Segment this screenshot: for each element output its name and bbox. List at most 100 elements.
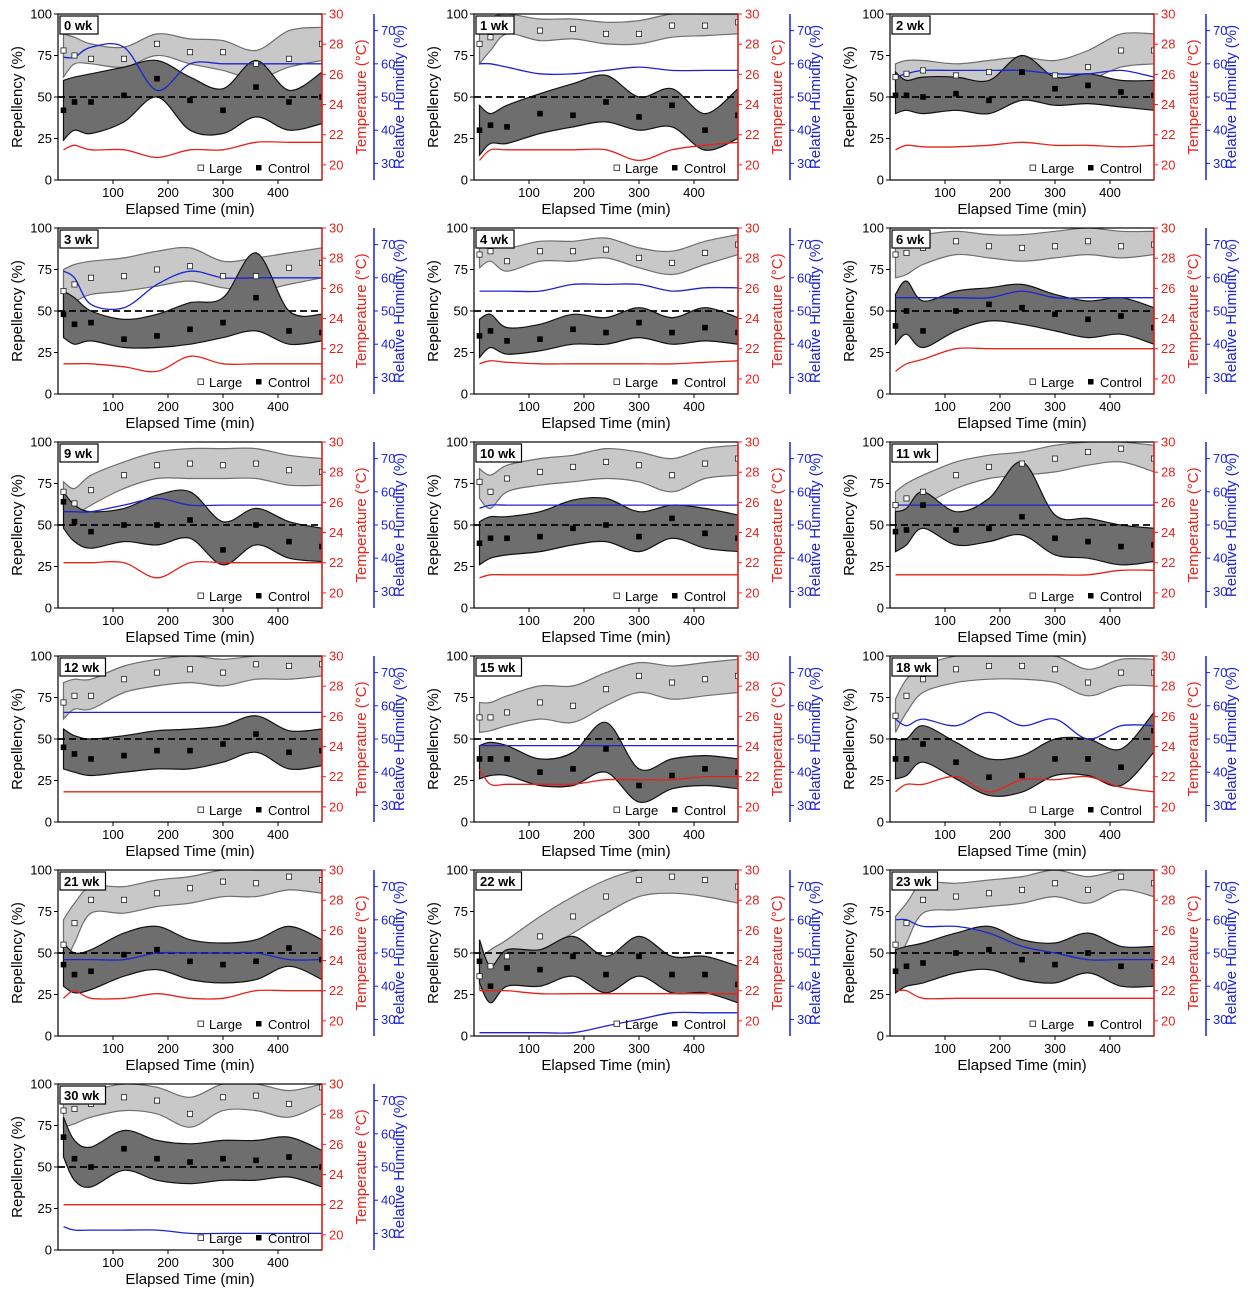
control-point	[504, 965, 510, 971]
control-point	[537, 966, 543, 973]
control-point	[735, 535, 738, 542]
large-band	[894, 228, 1154, 279]
humidity-axis-label: Relative Humidity (%)	[1223, 667, 1240, 811]
large-point	[903, 495, 910, 502]
humidity-axis-label: Relative Humidity (%)	[1223, 239, 1240, 383]
y-tick-label: 25	[38, 345, 52, 360]
large-point	[285, 1100, 292, 1107]
large-point	[1052, 455, 1059, 462]
temperature-line	[63, 141, 322, 159]
temperature-tick-label: 20	[1161, 371, 1175, 386]
large-point	[487, 714, 494, 721]
panel: 0 25 50 75 100 Repellency (%) 100 200 300 400 Elap…	[841, 7, 1240, 219]
control-point	[187, 326, 193, 333]
y-axis-label: Repellency (%)	[425, 260, 442, 362]
control-point	[319, 1164, 322, 1170]
control-point	[537, 533, 543, 540]
y-tick-label: 75	[38, 690, 52, 705]
temperature-tick-label: 28	[1161, 893, 1175, 908]
temperature-tick-label: 30	[745, 221, 759, 236]
large-point	[285, 662, 292, 669]
temperature-tick-label: 22	[745, 983, 759, 998]
x-tick-label: 200	[573, 399, 595, 414]
large-point	[1118, 445, 1125, 452]
temperature-axis-label: Temperature (°C)	[1185, 39, 1202, 154]
temperature-tick-label: 30	[1161, 435, 1175, 450]
plot-area	[58, 26, 322, 159]
control-point	[319, 956, 322, 963]
humidity-tick-label: 70	[1213, 237, 1227, 252]
temperature-tick-label: 20	[329, 1013, 343, 1028]
control-point	[903, 308, 910, 314]
temperature-tick-label: 30	[329, 221, 343, 236]
panel-label-box	[475, 229, 515, 249]
legend-large-label: Large	[625, 589, 658, 604]
control-point	[504, 535, 510, 542]
temperature-tick-label: 20	[1161, 1013, 1175, 1028]
panel: 0 25 50 75 100 Repellency (%) 100 200 300 400 Elap…	[425, 7, 824, 219]
temperature-tick-label: 20	[1161, 585, 1175, 600]
panel-label-box	[59, 657, 107, 677]
legend-large-label: Large	[1041, 589, 1074, 604]
humidity-axis-label: Relative Humidity (%)	[391, 239, 408, 383]
x-tick-label: 100	[102, 1041, 124, 1056]
control-point	[60, 311, 67, 318]
humidity-axis-label: Relative Humidity (%)	[807, 881, 824, 1025]
y-tick-label: 0	[877, 815, 884, 830]
legend-large-marker	[197, 164, 204, 171]
panel-label: 12 wk	[64, 660, 100, 675]
legend-large-marker	[1029, 806, 1036, 813]
temperature-tick-label: 20	[329, 585, 343, 600]
humidity-axis-label: Relative Humidity (%)	[807, 25, 824, 169]
humidity-line	[63, 270, 322, 311]
x-tick-label: 100	[518, 613, 540, 628]
plot-area	[890, 32, 1154, 151]
x-tick-label: 300	[628, 827, 650, 842]
large-point	[153, 669, 160, 676]
panel-label-box	[59, 1085, 107, 1105]
control-point	[88, 1164, 94, 1170]
temperature-tick-label: 26	[1161, 67, 1175, 82]
temperature-tick-label: 22	[1161, 341, 1175, 356]
large-point	[920, 676, 927, 683]
control-point	[319, 329, 322, 336]
panel-label-box	[891, 443, 939, 463]
legend-large-marker	[1029, 164, 1036, 171]
panel: 0 25 50 75 100 Repellency (%) 100 200 300 400 Elap…	[425, 649, 824, 861]
temperature-tick-label: 22	[745, 127, 759, 142]
legend-large-label: Large	[209, 1017, 242, 1032]
control-point	[735, 981, 738, 988]
temperature-axis-label: Temperature (°C)	[353, 681, 370, 796]
large-point	[71, 500, 78, 507]
legend-control-label: Control	[1100, 375, 1142, 390]
large-point	[476, 478, 483, 485]
x-tick-label: 300	[212, 399, 234, 414]
large-point	[892, 712, 899, 719]
legend-large-marker	[197, 1234, 204, 1241]
legend-large-label: Large	[209, 1231, 242, 1246]
control-point	[903, 527, 910, 533]
panel-label: 6 wk	[896, 232, 925, 247]
y-axis-label: Repellency (%)	[9, 260, 26, 362]
control-point	[220, 1155, 226, 1162]
y-tick-label: 25	[870, 131, 884, 146]
control-point	[253, 84, 259, 90]
temperature-tick-label: 26	[1161, 923, 1175, 938]
large-band	[478, 658, 738, 734]
y-tick-label: 25	[454, 345, 468, 360]
x-tick-label: 400	[1099, 399, 1121, 414]
humidity-tick-label: 40	[797, 123, 811, 138]
humidity-tick-label: 30	[381, 1226, 395, 1241]
x-tick-label: 300	[1044, 827, 1066, 842]
humidity-line	[479, 62, 738, 76]
y-tick-label: 50	[38, 946, 52, 961]
y-tick-label: 100	[30, 435, 52, 450]
panel: 0 25 50 75 100 Repellency (%) 100 200 300 400 Elap…	[841, 863, 1240, 1075]
large-point	[702, 460, 709, 467]
humidity-tick-label: 50	[1213, 304, 1227, 319]
control-point	[476, 127, 483, 133]
y-tick-label: 100	[862, 863, 884, 878]
x-tick-label: 200	[157, 399, 179, 414]
large-band	[894, 656, 1154, 733]
humidity-tick-label: 50	[797, 90, 811, 105]
